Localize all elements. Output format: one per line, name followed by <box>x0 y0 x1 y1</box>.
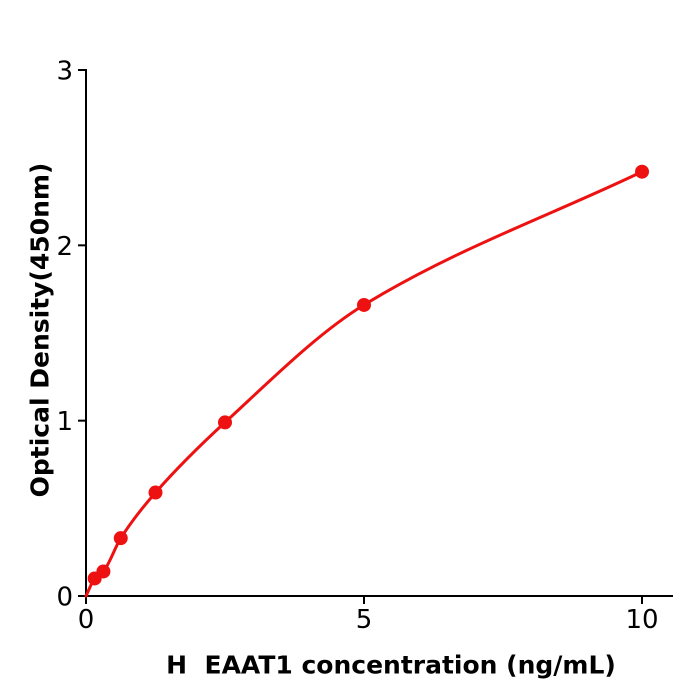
x-tick-label: 0 <box>78 605 95 635</box>
fit-curve <box>84 170 644 598</box>
y-tick-label: 1 <box>56 407 73 437</box>
x-tick-label: 5 <box>356 605 373 635</box>
y-tick-label: 3 <box>56 57 73 87</box>
data-point <box>148 485 163 500</box>
x-tick-label: 10 <box>625 605 658 635</box>
data-point <box>113 531 128 546</box>
y-tick-label: 0 <box>56 583 73 613</box>
y-tick-label: 2 <box>56 232 73 262</box>
data-point <box>96 564 111 579</box>
data-point <box>218 415 232 430</box>
data-point <box>357 297 371 312</box>
data-point <box>635 164 649 179</box>
